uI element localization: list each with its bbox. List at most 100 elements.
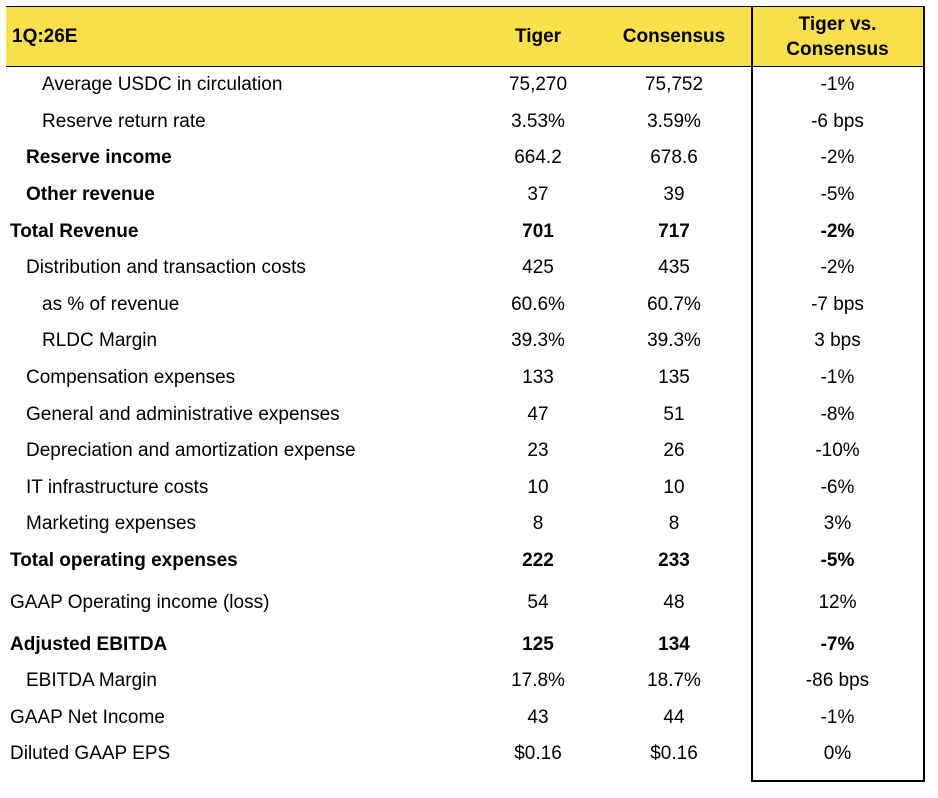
table-row: GAAP Operating income (loss) 54 48 12% xyxy=(6,579,924,626)
consensus-value: 8 xyxy=(668,513,680,535)
diff-value: 12% xyxy=(818,591,857,613)
tiger-value: 47 xyxy=(527,403,549,425)
diff-value: -2% xyxy=(820,257,855,279)
table-row: Other revenue 37 39 -5% xyxy=(6,177,924,214)
tiger-value: 222 xyxy=(522,550,554,572)
header-consensus: Consensus xyxy=(622,25,726,47)
consensus-value: 39 xyxy=(663,184,685,206)
table-row: Reserve income 664.2 678.6 -2% xyxy=(6,140,924,177)
tiger-value: 23 xyxy=(527,440,549,462)
diff-value: -7 bps xyxy=(811,293,864,315)
diff-value: -8% xyxy=(820,403,855,425)
tiger-value: 39.3% xyxy=(511,330,565,352)
table-row: IT infrastructure costs 10 10 -6% xyxy=(6,470,924,507)
row-label: Reserve return rate xyxy=(42,110,206,132)
row-label: Reserve income xyxy=(26,147,172,169)
table-row: Depreciation and amortization expense 23… xyxy=(6,433,924,470)
consensus-value: 717 xyxy=(658,220,690,242)
table-row: as % of revenue 60.6% 60.7% -7 bps xyxy=(6,287,924,324)
tiger-value: 3.53% xyxy=(511,110,565,132)
diff-value: -5% xyxy=(820,550,855,572)
row-label: Diluted GAAP EPS xyxy=(10,743,171,765)
row-label: GAAP Net Income xyxy=(10,706,165,728)
table-row: General and administrative expenses 47 5… xyxy=(6,396,924,433)
diff-value: -5% xyxy=(820,184,855,206)
header-diff-line1: Tiger vs. xyxy=(798,13,877,35)
table-row: Compensation expenses 133 135 -1% xyxy=(6,360,924,397)
diff-value: -7% xyxy=(820,633,855,655)
tiger-value: 664.2 xyxy=(514,147,562,169)
diff-value: -1% xyxy=(820,367,855,389)
consensus-value: 233 xyxy=(658,550,690,572)
table-row: Distribution and transaction costs 425 4… xyxy=(6,250,924,287)
table-row: Reserve return rate 3.53% 3.59% -6 bps xyxy=(6,104,924,141)
diff-value: -1% xyxy=(820,74,855,96)
table-row: RLDC Margin 39.3% 39.3% 3 bps xyxy=(6,323,924,360)
row-label: Total Revenue xyxy=(10,220,139,242)
table-row: Average USDC in circulation 75,270 75,75… xyxy=(6,67,924,104)
tiger-value: 425 xyxy=(522,257,554,279)
diff-value: -1% xyxy=(820,706,855,728)
consensus-value: 26 xyxy=(663,440,685,462)
table-row: EBITDA Margin 17.8% 18.7% -86 bps xyxy=(6,663,924,700)
row-label: Marketing expenses xyxy=(26,513,197,535)
consensus-value: 48 xyxy=(663,591,685,613)
table-row-total-revenue: Total Revenue 701 717 -2% xyxy=(6,213,924,250)
tiger-value: 54 xyxy=(527,591,549,613)
header-tiger: Tiger xyxy=(514,25,562,47)
diff-value: 3% xyxy=(823,513,852,535)
consensus-value: 10 xyxy=(663,476,685,498)
consensus-value: 135 xyxy=(658,367,690,389)
consensus-value: 134 xyxy=(658,633,690,655)
consensus-value: 75,752 xyxy=(644,74,704,96)
row-label: Other revenue xyxy=(26,184,155,206)
consensus-value: 3.59% xyxy=(647,110,701,132)
consensus-value: 44 xyxy=(663,706,685,728)
tiger-value: 10 xyxy=(527,476,549,498)
table-row-adjusted-ebitda: Adjusted EBITDA 125 134 -7% xyxy=(6,626,924,663)
consensus-value: 18.7% xyxy=(647,670,701,692)
tiger-value: 60.6% xyxy=(511,293,565,315)
tiger-value: $0.16 xyxy=(514,743,562,765)
diff-value: 0% xyxy=(823,743,852,765)
row-label: Average USDC in circulation xyxy=(42,74,283,96)
diff-value: -6 bps xyxy=(811,110,864,132)
row-label: EBITDA Margin xyxy=(26,670,157,692)
table-row-total-opex: Total operating expenses 222 233 -5% xyxy=(6,543,924,580)
diff-value: -2% xyxy=(820,147,855,169)
row-label: Distribution and transaction costs xyxy=(26,257,306,279)
header-tiger-vs-consensus: Tiger vs. Consensus xyxy=(751,7,924,66)
row-label: RLDC Margin xyxy=(42,330,158,352)
table-row: Diluted GAAP EPS $0.16 $0.16 0% xyxy=(6,736,924,773)
diff-value: -86 bps xyxy=(805,670,870,692)
consensus-value: 51 xyxy=(663,403,685,425)
consensus-value: 39.3% xyxy=(647,330,701,352)
tiger-value: 75,270 xyxy=(508,74,568,96)
row-label: IT infrastructure costs xyxy=(26,476,209,498)
diff-value: -10% xyxy=(815,440,860,462)
row-label: Depreciation and amortization expense xyxy=(26,440,356,462)
diff-value: 3 bps xyxy=(814,330,861,352)
consensus-value: 60.7% xyxy=(647,293,701,315)
header-period: 1Q:26E xyxy=(12,25,78,47)
table-row: Marketing expenses 8 8 3% xyxy=(6,506,924,543)
consensus-value: $0.16 xyxy=(650,743,698,765)
tiger-value: 8 xyxy=(532,513,544,535)
consensus-value: 435 xyxy=(658,257,690,279)
diff-value: -6% xyxy=(820,476,855,498)
table-header: 1Q:26E Tiger Consensus Tiger vs. Consens… xyxy=(6,6,924,67)
tiger-value: 37 xyxy=(527,184,549,206)
estimates-table: 1Q:26E Tiger Consensus Tiger vs. Consens… xyxy=(6,6,925,782)
row-label: as % of revenue xyxy=(42,293,180,315)
tiger-value: 133 xyxy=(522,367,554,389)
row-label: General and administrative expenses xyxy=(26,403,340,425)
header-diff-line2: Consensus xyxy=(786,38,889,60)
tiger-value: 701 xyxy=(522,220,554,242)
row-label: Adjusted EBITDA xyxy=(10,633,168,655)
consensus-value: 678.6 xyxy=(650,147,698,169)
table-row: GAAP Net Income 43 44 -1% xyxy=(6,700,924,737)
row-label: Compensation expenses xyxy=(26,367,236,389)
diff-value: -2% xyxy=(820,220,855,242)
tiger-value: 125 xyxy=(522,633,554,655)
tiger-value: 17.8% xyxy=(511,670,565,692)
